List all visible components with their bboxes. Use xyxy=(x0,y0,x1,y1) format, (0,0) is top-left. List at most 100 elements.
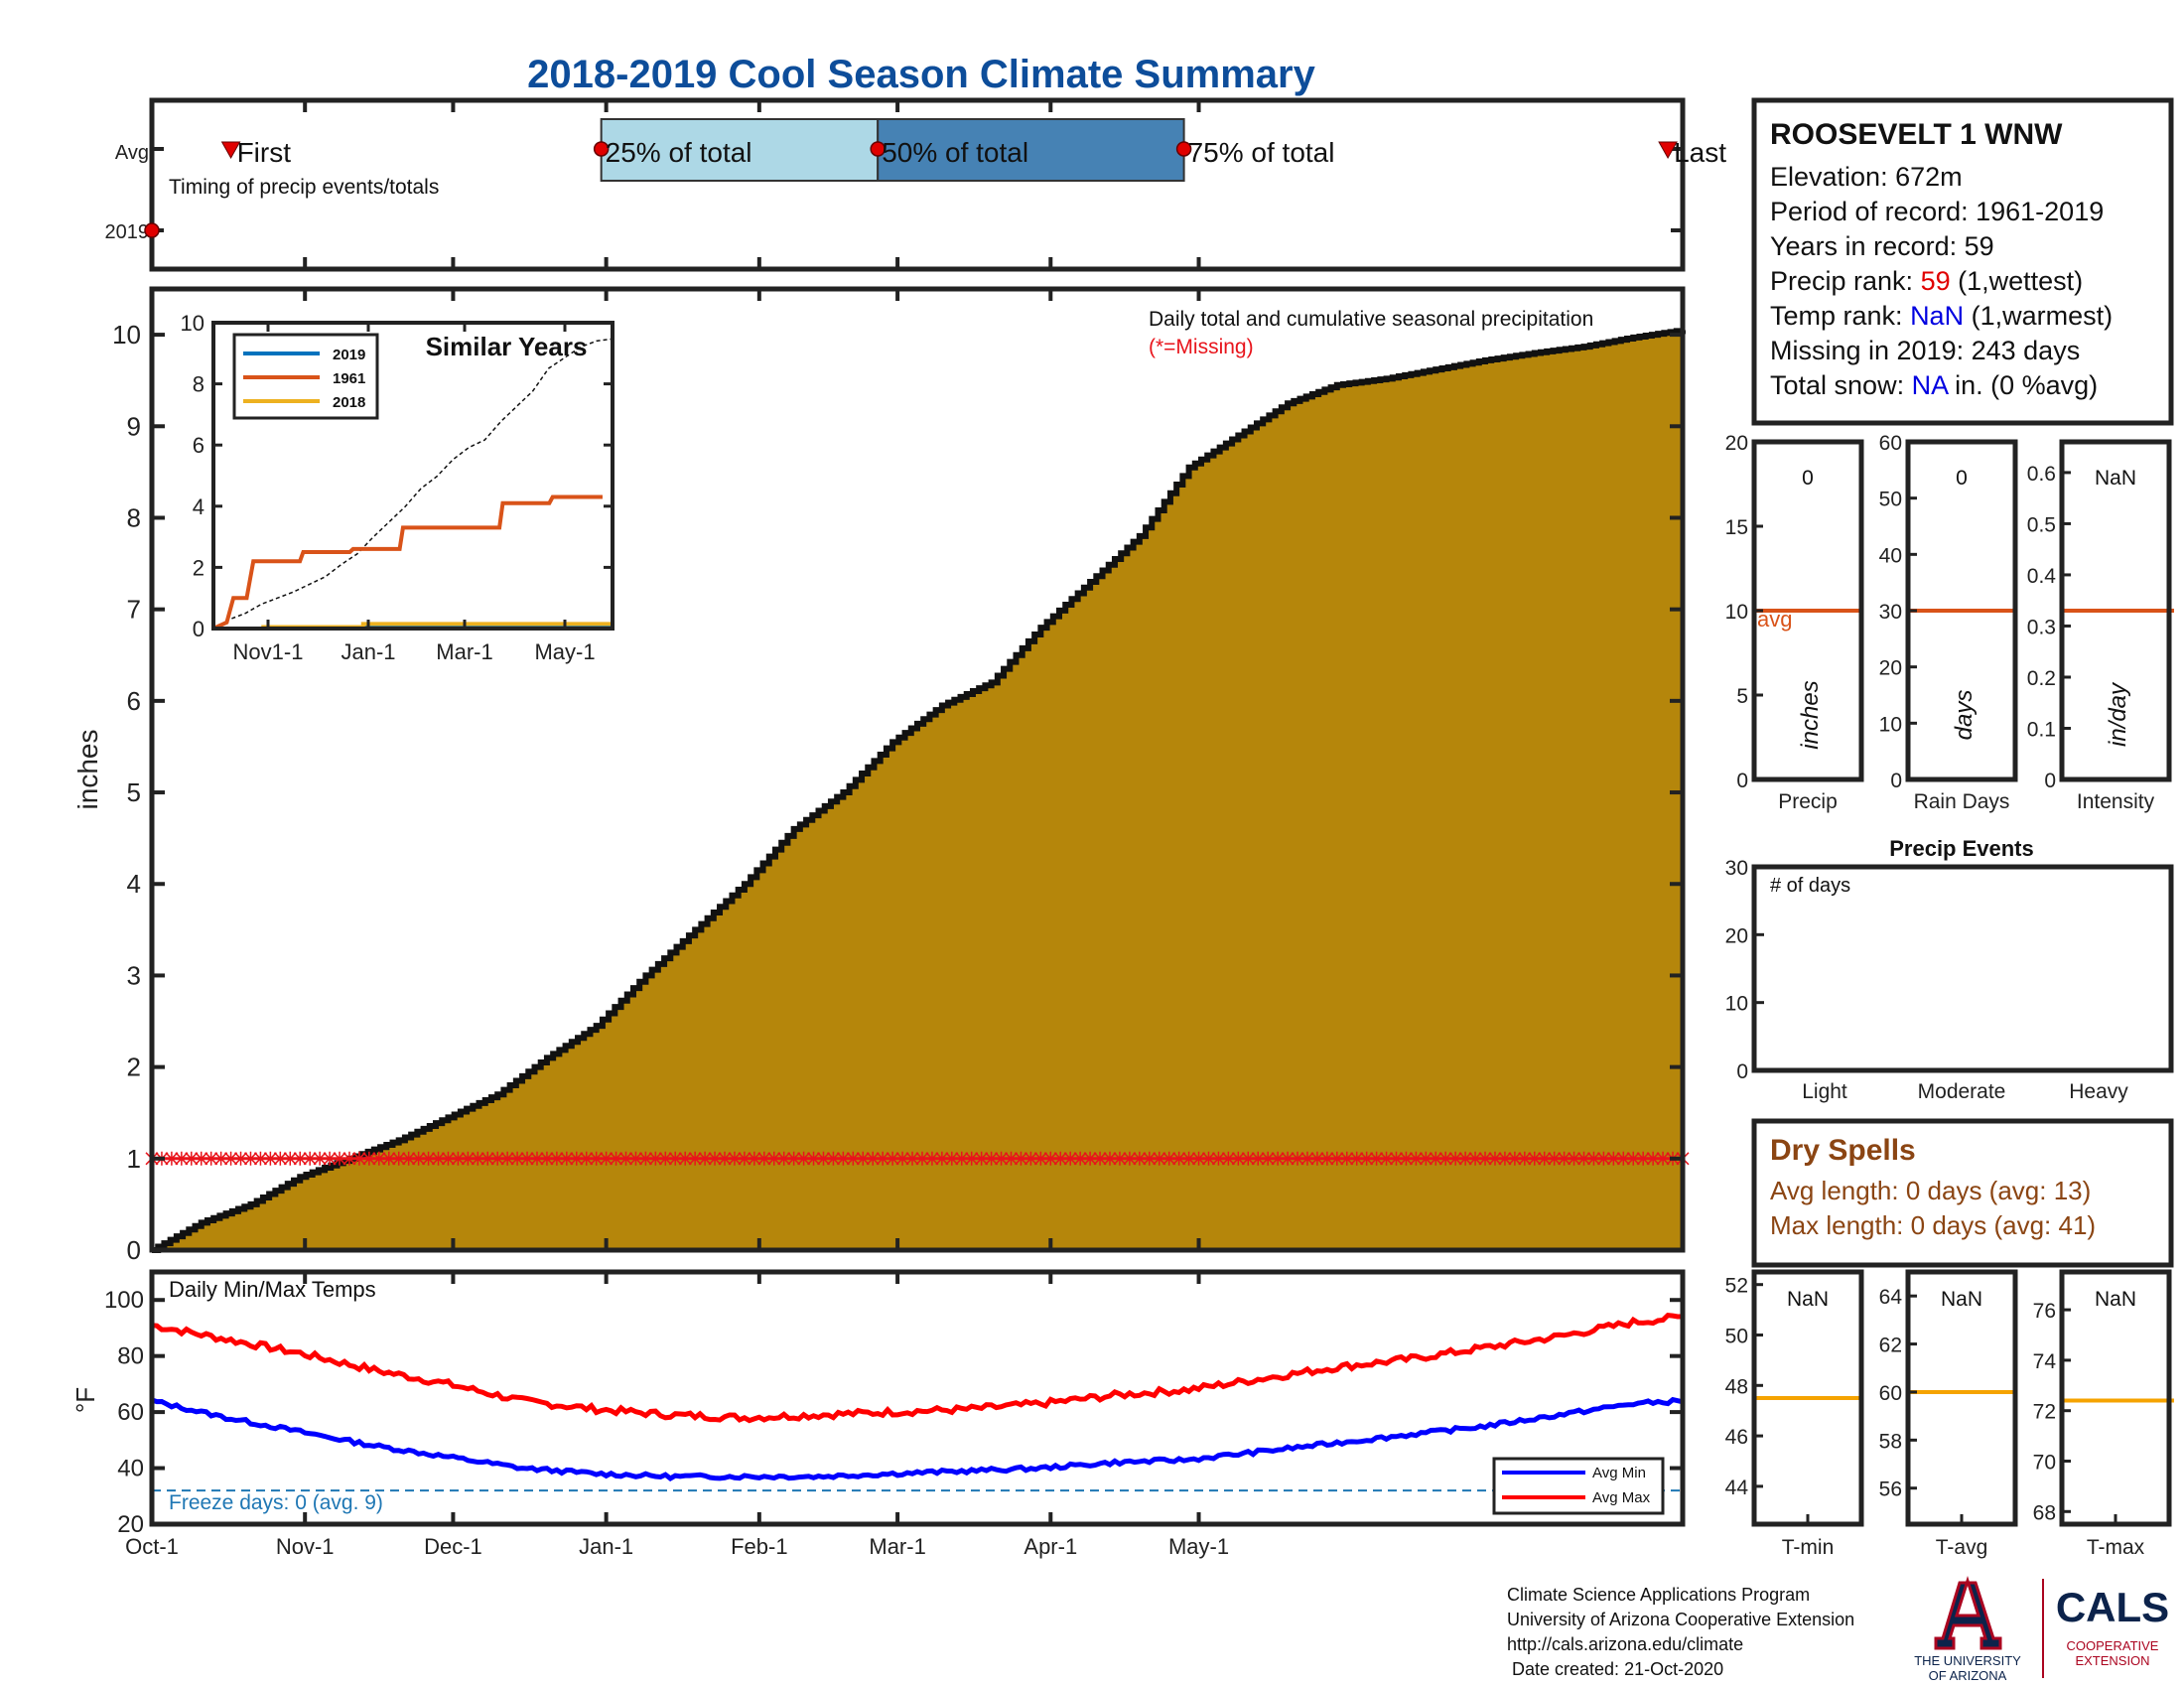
timing-row-2019: 2019 xyxy=(105,221,150,243)
mini-temp-0-tick-label-1: 46 xyxy=(1725,1426,1748,1449)
mini-temp-label-2: T-max xyxy=(2087,1536,2145,1559)
missing-star-76 xyxy=(520,1151,534,1166)
missing-star-242 xyxy=(1340,1151,1354,1166)
missing-star-244 xyxy=(1350,1151,1364,1166)
missing-star-92 xyxy=(600,1151,614,1166)
missing-star-102 xyxy=(648,1151,662,1166)
missing-star-250 xyxy=(1380,1151,1394,1166)
precip-frame xyxy=(149,286,1686,1253)
temp-ytick-label-1: 40 xyxy=(117,1456,144,1482)
temp-y-label: °F xyxy=(70,1387,100,1413)
precip-rank-note: (1,wettest) xyxy=(1951,266,2084,296)
missing-star-80 xyxy=(540,1151,554,1166)
missing-star-152 xyxy=(895,1151,909,1166)
avg-min-temp-line xyxy=(151,1396,1684,1481)
inset-xtick-label-3: May-1 xyxy=(534,639,595,664)
station-info-panel: ROOSEVELT 1 WNW Elevation: 672m Period o… xyxy=(1751,97,2174,426)
missing-star-132 xyxy=(797,1151,811,1166)
inset-frame xyxy=(211,321,614,631)
missing-star-10 xyxy=(195,1151,208,1166)
precip-events-panel: Precip Events 0 10 20 30 Light Moderate Heavy… xyxy=(1725,836,2174,1103)
legend-label-2018: 2018 xyxy=(333,394,365,411)
legend-label-2019: 2019 xyxy=(333,347,365,363)
missing-star-68 xyxy=(480,1151,494,1166)
mini-precip-2: 0 0.1 0.2 0.3 0.4 0.5 0.6 NaN in/day Intensity xyxy=(2027,439,2174,813)
missing-star-306 xyxy=(1656,1151,1670,1166)
legend-label-avg-max: Avg Max xyxy=(1592,1489,1651,1506)
figure-title: 2018-2019 Cool Season Climate Summary xyxy=(527,53,1315,96)
freeze-days-text: Freeze days: 0 (avg. 9) xyxy=(169,1491,383,1514)
missing-star-100 xyxy=(638,1151,652,1166)
precip-ytick-label-3: 3 xyxy=(127,960,141,990)
missing-star-72 xyxy=(500,1151,514,1166)
mini-precip-label-2: Intensity xyxy=(2077,790,2155,813)
mini-precip-2-tick-label-0: 0 xyxy=(2044,770,2056,792)
cumulative-precip-area xyxy=(152,330,1683,1250)
cumulative-precip-line xyxy=(152,328,1686,1253)
footer-line-1: Climate Science Applications Program xyxy=(1507,1585,1810,1605)
timing-caption: Timing of precip events/totals xyxy=(169,176,439,199)
missing-star-40 xyxy=(342,1151,356,1166)
missing-star-60 xyxy=(441,1151,455,1166)
missing-star-66 xyxy=(471,1151,484,1166)
missing-star-24 xyxy=(263,1151,277,1166)
missing-star-240 xyxy=(1330,1151,1344,1166)
missing-star-158 xyxy=(925,1151,939,1166)
pct50-label: 50% of total xyxy=(882,137,1028,168)
precip-y-label: inches xyxy=(72,730,103,810)
timing-row-avg: Avg xyxy=(115,142,149,164)
mini-temp-2: 68 70 72 74 76 NaN T-max xyxy=(2033,1269,2174,1559)
missing-star-214 xyxy=(1201,1151,1216,1166)
station-missing: Missing in 2019: 243 days xyxy=(1770,336,2080,365)
mini-precip-avg-label: avg xyxy=(1757,607,1792,632)
missing-star-116 xyxy=(718,1151,732,1166)
footer-line-3: http://cals.arizona.edu/climate xyxy=(1507,1634,1743,1654)
events-ytick-label-2: 20 xyxy=(1725,924,1748,947)
missing-star-140 xyxy=(836,1151,850,1166)
mini-temp-2-tick-label-0: 68 xyxy=(2033,1501,2056,1524)
missing-star-268 xyxy=(1468,1151,1482,1166)
missing-star-228 xyxy=(1271,1151,1285,1166)
mini-precip-label-0: Precip xyxy=(1778,790,1838,813)
missing-star-144 xyxy=(856,1151,870,1166)
missing-star-58 xyxy=(431,1151,446,1166)
missing-star-146 xyxy=(866,1151,880,1166)
missing-star-16 xyxy=(224,1151,238,1166)
precip-ytick-label-10: 10 xyxy=(112,320,141,350)
missing-star-286 xyxy=(1558,1151,1571,1166)
mini-precip-1-tick-label-4: 40 xyxy=(1879,544,1902,567)
temp-month-label-1: Nov-1 xyxy=(276,1534,335,1559)
inset-legend-1961: 1961 xyxy=(243,370,365,387)
pct25-label: 25% of total xyxy=(606,137,752,168)
precip-ytick-label-4: 4 xyxy=(127,869,141,899)
mini-precip-value-2: NaN xyxy=(2095,467,2136,490)
missing-star-38 xyxy=(333,1151,346,1166)
legend-label-1961: 1961 xyxy=(333,370,365,387)
missing-star-74 xyxy=(510,1151,524,1166)
temp-rank-value: NaN xyxy=(1910,301,1964,331)
station-elevation: Elevation: 672m xyxy=(1770,162,1963,192)
missing-star-174 xyxy=(1004,1151,1019,1166)
missing-star-260 xyxy=(1429,1151,1442,1166)
missing-star-120 xyxy=(738,1151,751,1166)
missing-star-126 xyxy=(767,1151,781,1166)
precip-ytick-label-8: 8 xyxy=(127,502,141,532)
missing-star-12 xyxy=(205,1151,218,1166)
missing-star-274 xyxy=(1498,1151,1512,1166)
year-2019-marker xyxy=(144,222,160,238)
avg-max-temp-line xyxy=(151,1313,1684,1424)
missing-star-98 xyxy=(628,1151,643,1166)
missing-star-168 xyxy=(975,1151,989,1166)
mini-precip-value-1: 0 xyxy=(1956,467,1968,490)
missing-star-148 xyxy=(876,1151,889,1166)
mini-precip-2-tick-label-4: 0.4 xyxy=(2027,565,2057,588)
missing-star-224 xyxy=(1251,1151,1265,1166)
events-category-2: Heavy xyxy=(2069,1080,2128,1103)
missing-star-150 xyxy=(886,1151,899,1166)
cals-text-2: EXTENSION xyxy=(2075,1653,2149,1668)
station-name: ROOSEVELT 1 WNW xyxy=(1770,118,2063,151)
missing-star-200 xyxy=(1133,1151,1147,1166)
missing-star-198 xyxy=(1123,1151,1137,1166)
missing-star-62 xyxy=(451,1151,465,1166)
